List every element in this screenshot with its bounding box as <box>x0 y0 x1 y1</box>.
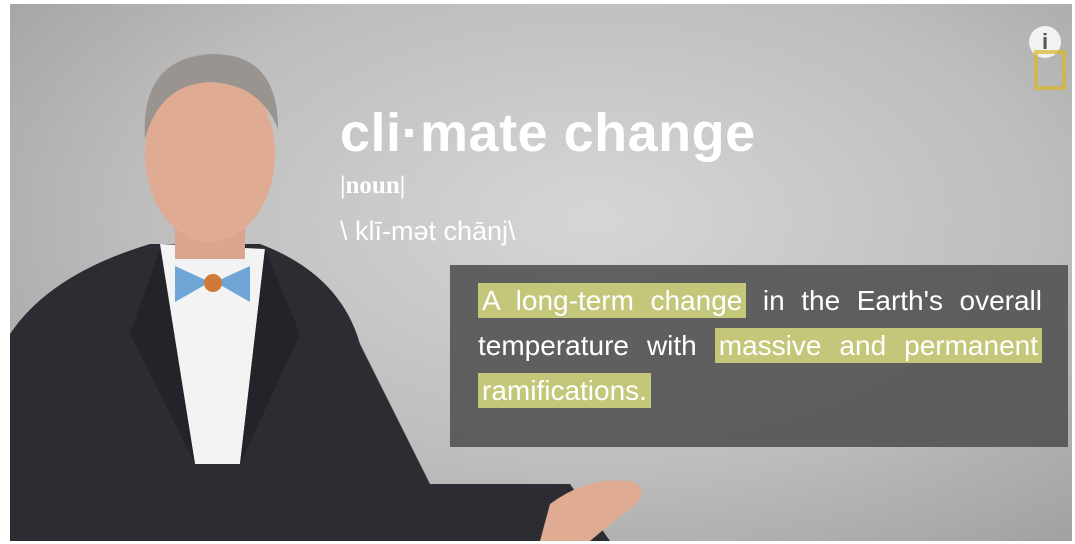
definition: A long-term change in the Earth's overal… <box>478 278 1042 413</box>
term: cli·mate change <box>340 102 756 164</box>
bow-knot <box>204 274 222 292</box>
pronunciation: \ klī-mət chānj\ <box>340 216 516 247</box>
logo <box>1034 50 1066 90</box>
video-frame[interactable]: cli·mate change |noun| \ klī-mət chānj\ … <box>10 4 1072 541</box>
highlighted-text: A long-term change <box>478 283 746 318</box>
definition-box: A long-term change in the Earth's overal… <box>450 265 1068 447</box>
part-of-speech: |noun| <box>340 172 405 200</box>
page: cli·mate change |noun| \ klī-mət chānj\ … <box>0 0 1075 544</box>
